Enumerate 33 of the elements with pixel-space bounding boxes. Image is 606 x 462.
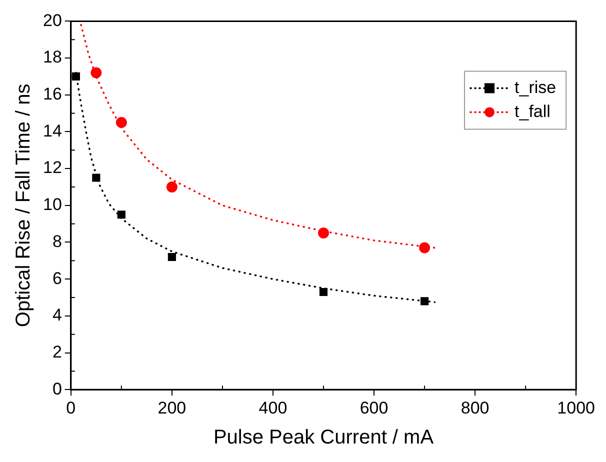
point — [319, 288, 328, 296]
point — [318, 228, 329, 239]
y-tick-label: 10 — [42, 195, 62, 214]
y-tick-label: 16 — [42, 84, 62, 104]
point — [420, 297, 429, 306]
legend-label: t_rise — [514, 78, 556, 97]
x-tick-label: 800 — [460, 398, 490, 418]
y-tick-label: 20 — [42, 10, 62, 30]
point — [168, 252, 176, 262]
x-tick-label: 1000 — [557, 398, 596, 418]
point — [116, 117, 127, 128]
y-tick-label: 12 — [42, 158, 62, 178]
point — [90, 67, 102, 78]
y-tick-label: 18 — [42, 48, 62, 67]
point — [92, 174, 100, 182]
y-tick-label: 2 — [52, 342, 62, 362]
y-tick-label: 0 — [52, 379, 62, 398]
point — [419, 242, 430, 254]
y-tick-label: 4 — [52, 306, 62, 325]
y-axis-title: Optical Rise / Fall Time / ns — [12, 84, 35, 328]
y-tick-label: 8 — [52, 232, 62, 251]
y-tick-label: 6 — [52, 268, 62, 288]
x-tick-label: 200 — [158, 398, 186, 418]
point — [72, 72, 80, 80]
x-axis-title: Pulse Peak Current / mA — [213, 426, 434, 449]
line-series — [80, 24, 436, 249]
legend-label: t_fall — [514, 102, 550, 121]
point — [117, 210, 126, 219]
point — [166, 181, 178, 192]
x-tick-label: 0 — [66, 398, 76, 418]
x-tick-label: 600 — [360, 398, 388, 418]
y-tick-label: 14 — [42, 121, 62, 140]
x-tick-label: 400 — [258, 398, 288, 418]
